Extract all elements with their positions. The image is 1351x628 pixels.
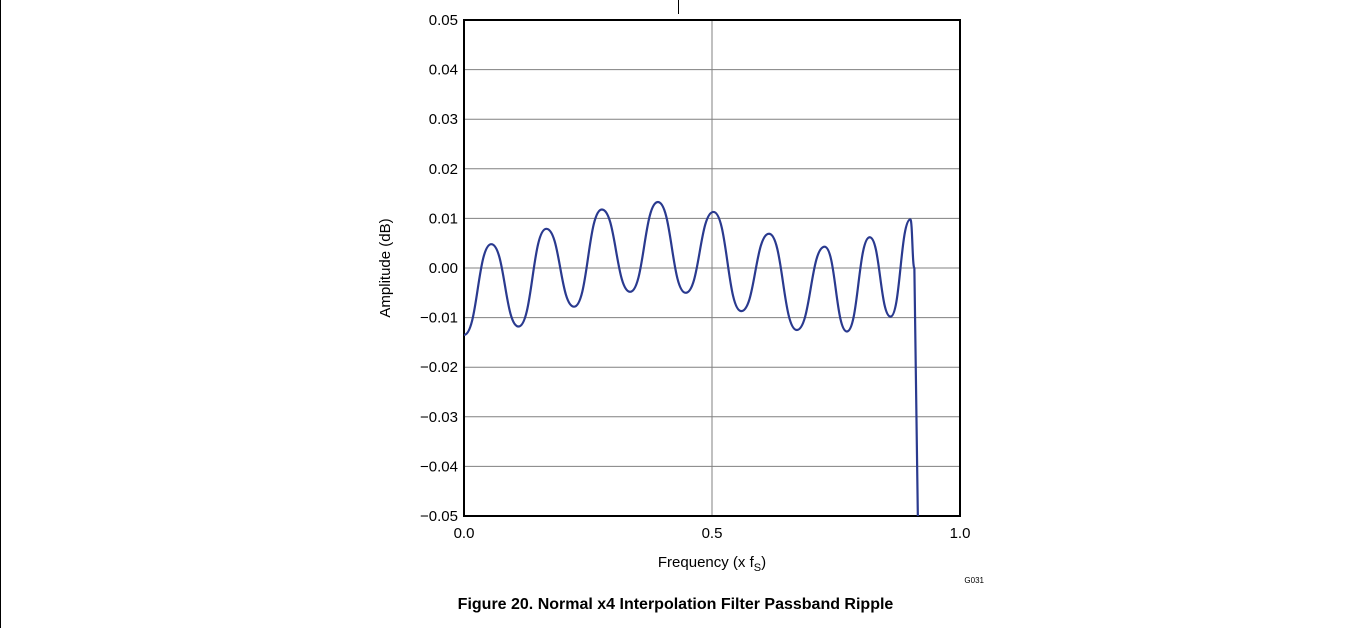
y-tick-label: −0.05 xyxy=(420,508,458,525)
y-tick-label: −0.01 xyxy=(420,310,458,327)
y-tick-label: −0.04 xyxy=(420,458,458,475)
x-axis-title: Frequency (x fS) xyxy=(658,554,766,574)
y-axis-title: Amplitude (dB) xyxy=(377,218,394,317)
plot-frame xyxy=(463,19,961,517)
y-tick-label: −0.03 xyxy=(420,409,458,426)
page-frame-top-divider xyxy=(678,0,679,14)
x-tick-labels: 0.0 0.5 1.0 xyxy=(454,525,971,542)
grid-layer xyxy=(464,20,960,516)
figure-caption: Figure 20. Normal x4 Interpolation Filte… xyxy=(457,596,894,613)
figure-code-label: G031 xyxy=(964,576,984,585)
x-tick-label: 0.5 xyxy=(702,525,723,542)
x-tick-label: 0.0 xyxy=(454,525,475,542)
y-tick-label: 0.00 xyxy=(429,260,458,277)
y-tick-label: 0.02 xyxy=(429,161,458,178)
y-tick-label: 0.03 xyxy=(429,111,458,128)
series-line-amplitude xyxy=(463,200,919,517)
x-tick-label: 1.0 xyxy=(950,525,971,542)
y-tick-label: 0.01 xyxy=(429,210,458,227)
y-tick-label: 0.05 xyxy=(429,12,458,29)
y-tick-labels: −0.05 −0.04 −0.03 −0.02 −0.01 0.00 0.01 0.02 0.0… xyxy=(420,12,458,525)
page-frame-left-border xyxy=(0,0,1,628)
y-tick-label: −0.02 xyxy=(420,359,458,376)
y-tick-label: 0.04 xyxy=(429,62,458,79)
